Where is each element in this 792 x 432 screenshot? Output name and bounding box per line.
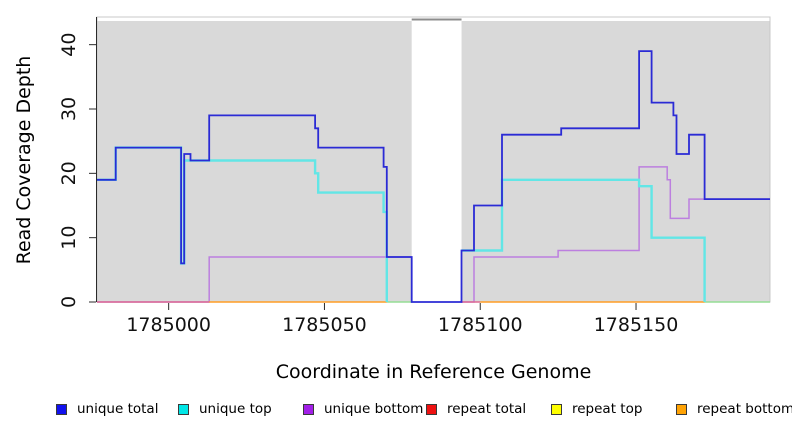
y-tick-label: 40 [58,33,80,57]
legend-label: unique bottom [324,401,424,417]
legend-label: repeat total [447,401,527,417]
x-tick-label: 1785050 [282,314,367,336]
legend-label: unique total [77,401,159,417]
series-line-unique-bottom [461,166,770,303]
no-data-gap [411,18,462,302]
x-axis-title: Coordinate in Reference Genome [275,361,592,383]
legend-swatch-repeat-total [426,403,437,415]
series-line-unique-top [461,178,706,302]
chart-legend: unique total unique top unique bottom repea… [0,399,792,421]
y-tick-label: 30 [58,97,80,121]
series-line-unique-total [97,50,770,303]
legend-item-unique-bottom: unique bottom [303,399,423,419]
legend-item-unique-top: unique top [178,399,272,419]
y-tick-label: 20 [58,161,80,185]
y-tick-label: 0 [58,296,80,308]
legend-swatch-unique-top [178,403,189,415]
legend-item-repeat-top: repeat top [551,399,642,419]
legend-label: repeat top [572,401,643,417]
legend-swatch-repeat-bottom [676,403,687,415]
legend-item-unique-total: unique total [56,399,158,419]
legend-swatch-unique-bottom [303,403,314,415]
legend-item-repeat-bottom: repeat bottom [676,399,792,419]
legend-label: repeat bottom [697,401,792,417]
x-tick-label: 1785150 [594,314,679,336]
legend-item-repeat-total: repeat total [426,399,526,419]
x-tick-label: 1785000 [126,314,211,336]
legend-swatch-unique-total [56,403,67,415]
y-tick-label: 10 [58,226,80,250]
x-tick-label: 1785100 [438,314,523,336]
legend-label: unique top [199,401,272,417]
y-axis-title: Read Coverage Depth [13,55,35,265]
legend-swatch-repeat-top [551,403,562,415]
